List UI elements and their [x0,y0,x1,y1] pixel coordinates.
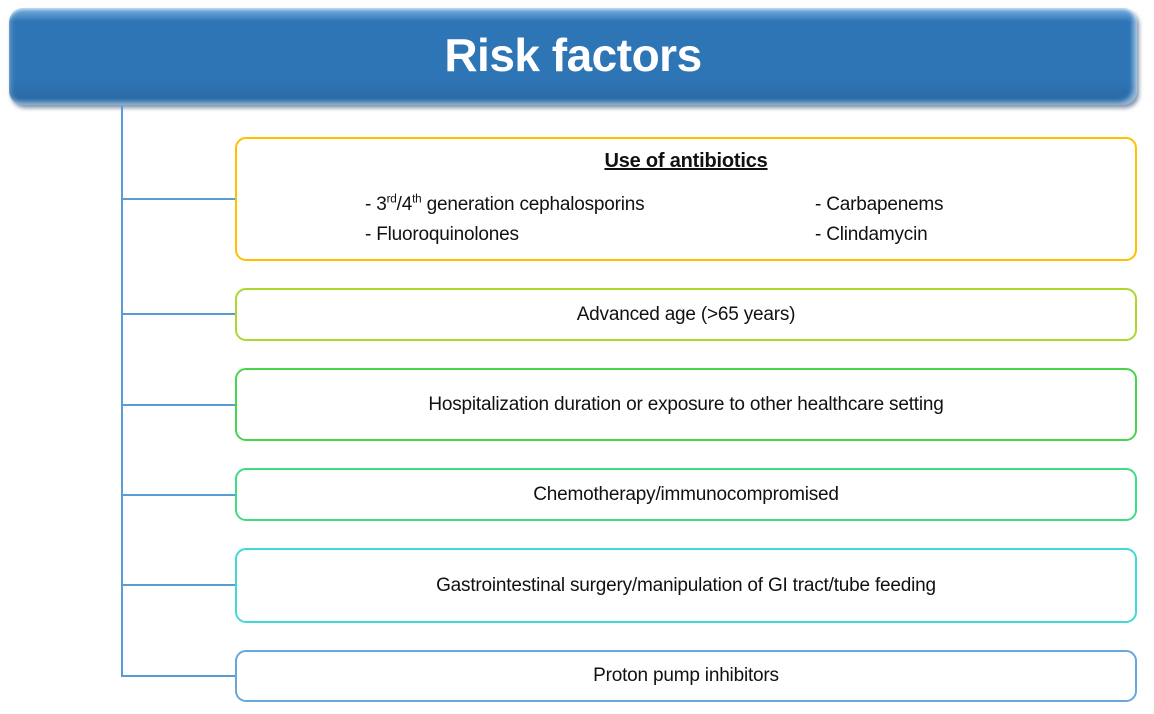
risk-box-label: Proton pump inhibitors [593,665,779,686]
risk-box-label: Chemotherapy/immunocompromised [533,483,839,505]
antibiotics-title: Use of antibiotics [604,150,768,172]
antibiotic-item: - Fluoroquinolones [365,224,519,245]
connector-branch-hospitalization [122,404,236,406]
connector-branch-antibiotics [122,198,236,200]
risk-box-advanced-age: Advanced age (>65 years) [235,288,1137,341]
antibiotics-column-right: - Carbapenems - Clindamycin [815,190,944,250]
antibiotic-item: - Clindamycin [815,224,928,245]
risk-box-chemotherapy: Chemotherapy/immunocompromised [235,468,1137,521]
risk-box-use-of-antibiotics: Use of antibiotics - 3rd/4th generation … [235,137,1137,261]
connector-branch-proton-pump [122,675,236,677]
risk-box-proton-pump: Proton pump inhibitors [235,650,1137,702]
connector-branch-chemotherapy [122,494,236,496]
risk-box-gi-surgery: Gastrointestinal surgery/manipulation of… [235,548,1137,623]
risk-box-label: Hospitalization duration or exposure to … [428,393,944,415]
antibiotics-column-left: - 3rd/4th generation cephalosporins - Flu… [365,190,645,250]
connector-branch-gi-surgery [122,584,236,586]
antibiotic-item: - Carbapenems [815,194,944,215]
risk-box-hospitalization: Hospitalization duration or exposure to … [235,368,1137,441]
antibiotic-item: - 3rd/4th generation cephalosporins [365,192,645,215]
page-title: Risk factors [444,28,702,81]
connector-branch-advanced-age [122,313,236,315]
risk-box-label: Advanced age (>65 years) [576,303,796,325]
header-banner: Risk factors [9,8,1137,105]
connector-vertical-line [121,106,123,677]
risk-box-label: Gastrointestinal surgery/manipulation of… [436,574,936,596]
